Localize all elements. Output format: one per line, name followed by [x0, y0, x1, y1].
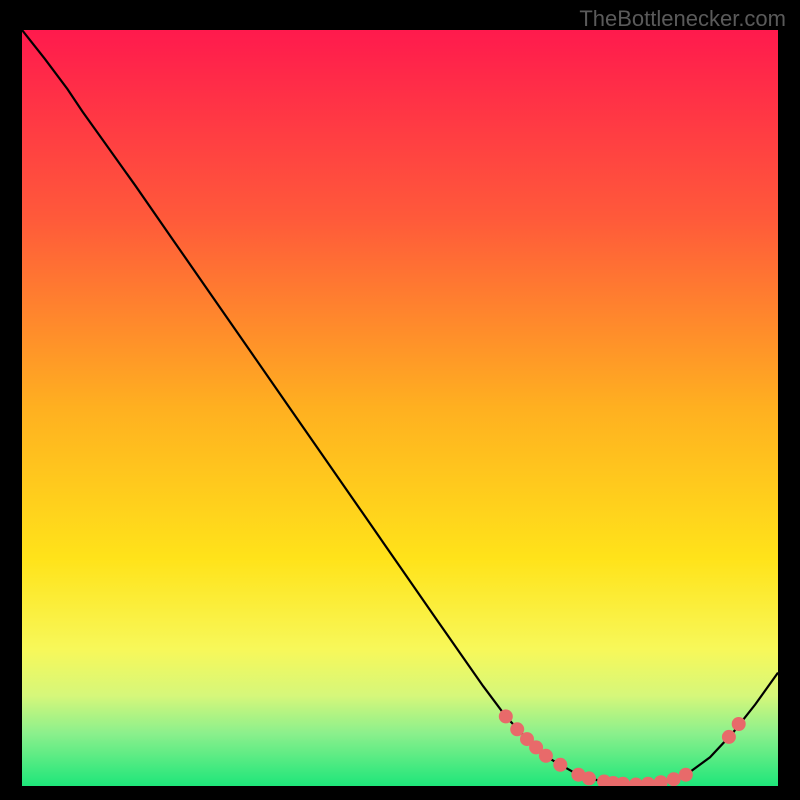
data-marker	[520, 732, 534, 746]
data-marker	[654, 775, 668, 786]
data-marker	[499, 709, 513, 723]
data-marker	[571, 768, 585, 782]
marker-group	[499, 709, 746, 786]
chart-container: TheBottlenecker.com	[0, 0, 800, 800]
plot-area	[22, 30, 778, 786]
data-marker	[732, 717, 746, 731]
data-marker	[629, 778, 643, 787]
watermark-text: TheBottlenecker.com	[579, 6, 786, 32]
data-marker	[606, 776, 620, 786]
data-marker	[510, 722, 524, 736]
data-marker	[529, 740, 543, 754]
data-marker	[553, 758, 567, 772]
data-marker	[597, 775, 611, 787]
data-marker	[667, 772, 681, 786]
data-marker	[582, 771, 596, 785]
data-marker	[641, 777, 655, 786]
data-marker	[539, 749, 553, 763]
data-marker	[616, 777, 630, 786]
chart-svg	[22, 30, 778, 786]
data-marker	[722, 730, 736, 744]
data-marker	[679, 768, 693, 782]
curve-line	[22, 30, 778, 785]
